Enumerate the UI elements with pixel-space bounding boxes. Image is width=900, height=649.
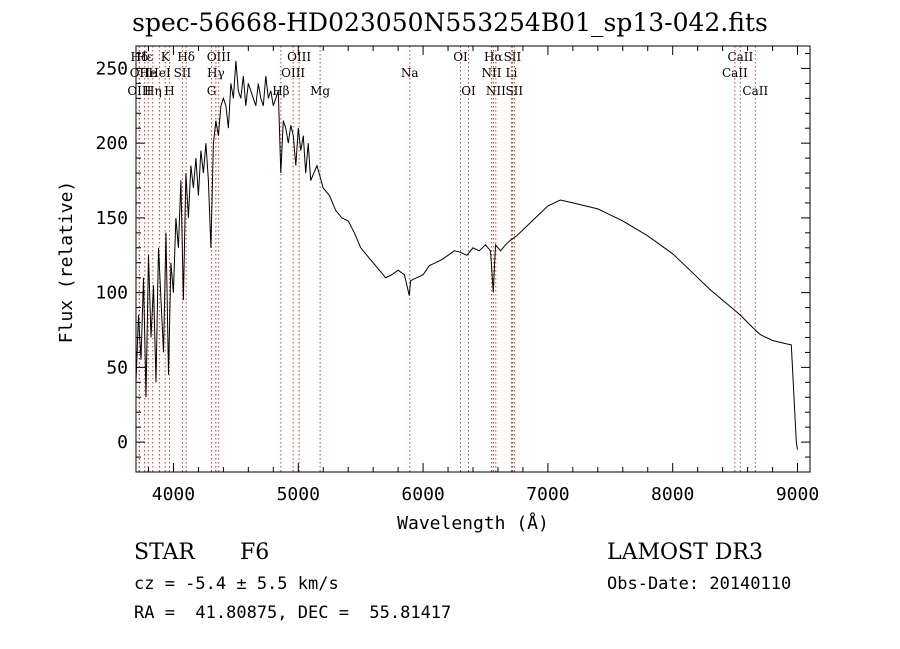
redshift-text: cz = -5.4 ± 5.5 km/s — [134, 574, 339, 594]
y-tick-label: 200 — [95, 133, 128, 154]
spectral-line-label: G — [207, 84, 217, 98]
spectral-line-label: Hδ — [131, 50, 149, 64]
spectral-line-label: OIII — [281, 66, 305, 80]
obs-date-text: Obs-Date: 20140110 — [607, 574, 792, 594]
spectral-line-label: CaII — [727, 50, 753, 64]
x-axis-ticks: 4000 5000 6000 7000 8000 9000 — [147, 46, 819, 505]
spectral-line-label: Hα — [484, 50, 503, 64]
spectral-line-label: Hη — [144, 84, 162, 98]
y-tick-label: 0 — [117, 432, 128, 453]
object-subclass: F6 — [240, 540, 270, 565]
x-tick-label: 8000 — [651, 484, 694, 505]
spectral-line-label: K — [161, 50, 171, 64]
chart-title: spec-56668-HD023050N553254B01_sp13-042.f… — [132, 8, 768, 37]
y-tick-label: 150 — [95, 208, 128, 229]
y-tick-label: 100 — [95, 283, 128, 304]
spectral-line-label: SII — [174, 66, 192, 80]
spectral-line-label: OII — [130, 66, 150, 80]
spectral-line-label: NII — [481, 66, 501, 80]
spectral-line-label: Na — [401, 66, 419, 80]
spectral-line-label: SII — [504, 50, 522, 64]
spectral-line-label: HeI — [148, 66, 171, 80]
x-axis-title: Wavelength (Å) — [397, 512, 549, 534]
plot-frame — [135, 45, 811, 473]
spectral-line-label: He — [139, 66, 157, 80]
spectral-line-label: CaII — [722, 66, 748, 80]
spectral-line-label: SII — [505, 84, 523, 98]
spectral-line-label: Hγ — [207, 66, 225, 80]
object-class: STAR — [134, 540, 195, 565]
spectral-line-label: Hδ — [177, 50, 195, 64]
spectral-line-label: NII — [486, 84, 506, 98]
spectral-line-markers — [138, 46, 756, 472]
x-tick-label: 6000 — [401, 484, 444, 505]
spectral-line-label: OIII — [127, 84, 151, 98]
flux-series-line — [135, 60, 798, 450]
spectral-line-label: H — [164, 84, 174, 98]
x-tick-label: 4000 — [152, 484, 195, 505]
spectral-line-label: OIII — [287, 50, 311, 64]
spectral-line-label: Mg — [310, 84, 330, 98]
x-tick-label: 5000 — [277, 484, 320, 505]
y-tick-label: 50 — [106, 357, 128, 378]
spectral-line-label: Hε — [136, 50, 153, 64]
spectral-line-label: OI — [461, 84, 476, 98]
y-axis-title: Flux (relative) — [56, 181, 77, 344]
spectral-line-label: CaII — [742, 84, 768, 98]
x-tick-label: 7000 — [526, 484, 569, 505]
y-tick-label: 250 — [95, 58, 128, 79]
spectral-line-labels: Hδ OII OIII Hε He Hη K HeI H Hδ SII OIII Hγ G Hβ OIII OI… — [127, 50, 768, 98]
x-tick-label: 9000 — [776, 484, 819, 505]
coordinates-text: RA = 41.80875, DEC = 55.81417 — [134, 603, 452, 623]
y-axis-ticks: 0 50 100 150 200 250 — [95, 52, 810, 458]
spectral-line-label: Li — [506, 66, 518, 80]
spectral-line-label: OIII — [207, 50, 231, 64]
survey-name: LAMOST DR3 — [607, 540, 763, 565]
spectral-line-label: Hβ — [272, 84, 289, 98]
spectral-line-label: OI — [453, 50, 468, 64]
